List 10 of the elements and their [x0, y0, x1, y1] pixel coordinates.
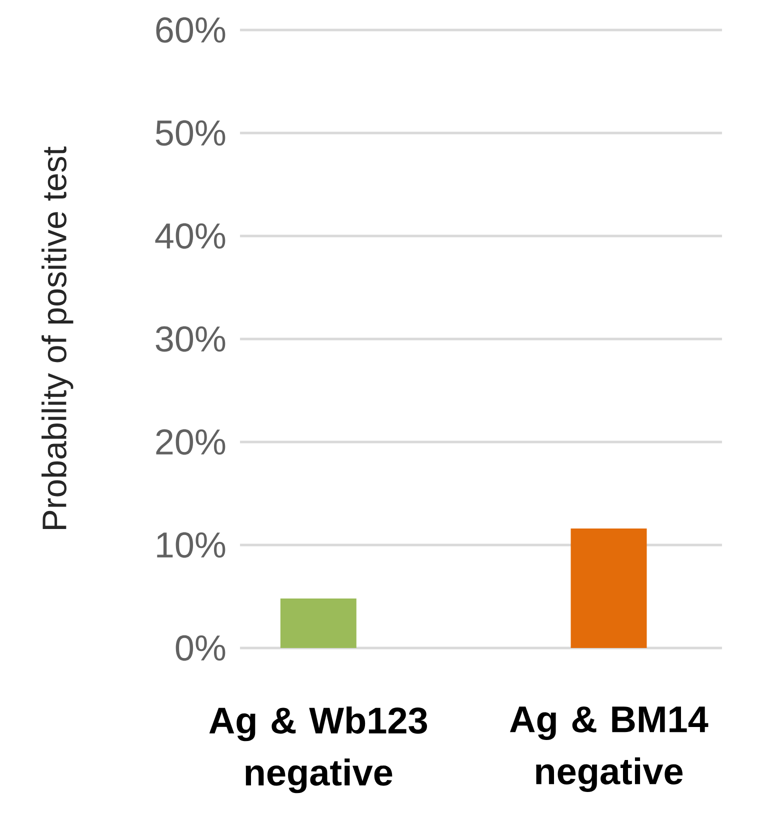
y-tick-label: 30%: [156, 326, 226, 352]
y-tick-label: 40%: [155, 223, 226, 249]
y-tick-label: 20%: [156, 429, 226, 455]
x-tick-label: Ag & BM14 negative: [510, 706, 708, 792]
y-tick-label: 0%: [176, 635, 226, 661]
y-tick-label: 60%: [156, 17, 226, 43]
y-tick-label: 50%: [156, 120, 226, 146]
x-tick-label: Ag & Wb123 negative: [209, 706, 428, 794]
y-axis-title: Probability of positive test: [42, 146, 74, 529]
y-tick-label: 10%: [157, 532, 226, 558]
